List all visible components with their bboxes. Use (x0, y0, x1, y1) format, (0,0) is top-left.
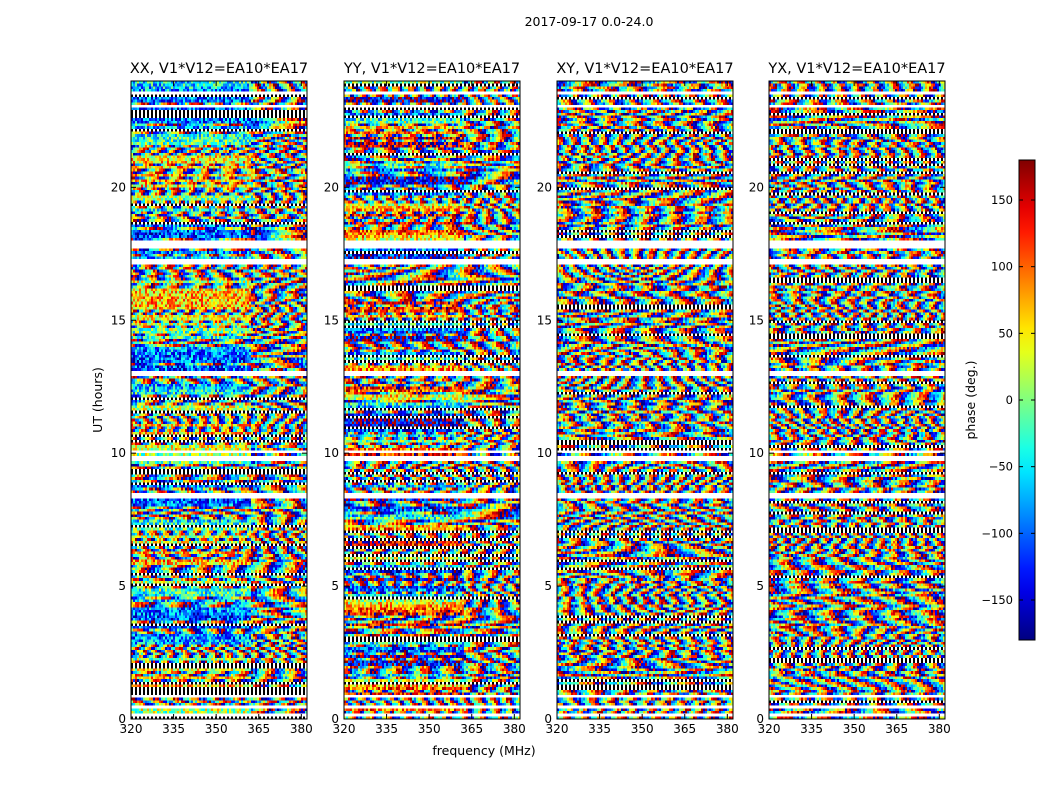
x-tick-label: 320 (758, 722, 781, 736)
y-tick-label: 0 (756, 712, 764, 726)
y-tick-label: 10 (324, 446, 339, 460)
panel-xy: XY, V1*V12=EA10*EA17 320 335 350 365 380 0 5 10 1… (537, 61, 739, 736)
y-tick-label: 15 (749, 313, 764, 327)
x-tick-label: 320 (120, 722, 143, 736)
panel-title: YX, V1*V12=EA10*EA17 (767, 61, 945, 77)
phase-heatmap-xx (131, 81, 307, 719)
y-tick-label: 15 (111, 313, 126, 327)
y-tick-label: 0 (544, 712, 552, 726)
phase-heatmap-yy (344, 81, 520, 719)
panel-frame (343, 80, 521, 720)
y-tick-label: 0 (331, 712, 339, 726)
x-tick-label: 320 (333, 722, 356, 736)
panels-group: XX, V1*V12=EA10*EA17 320 335 350 365 380 0 5 10 1… (111, 61, 951, 736)
panel-yx: YX, V1*V12=EA10*EA17 320 335 350 365 380 0 5 10 1… (749, 61, 951, 736)
colorbar-tick-label: −100 (981, 526, 1013, 540)
panel-frame (130, 80, 308, 720)
x-axis-label: frequency (MHz) (432, 743, 535, 758)
y-tick-label: 20 (749, 180, 764, 194)
y-tick-label: 10 (537, 446, 552, 460)
y-tick-label: 5 (331, 579, 339, 593)
y-tick-label: 15 (324, 313, 339, 327)
colorbar-tick-label: 50 (998, 326, 1013, 340)
y-tick-label: 5 (544, 579, 552, 593)
y-tick-label: 20 (111, 180, 126, 194)
x-tick-label: 380 (716, 722, 739, 736)
colorbar-tick-label: −150 (981, 593, 1013, 607)
x-tick-label: 380 (290, 722, 313, 736)
panel-yy: YY, V1*V12=EA10*EA17 320 335 350 365 380 0 5 10 1… (324, 61, 526, 736)
x-tick-label: 350 (843, 722, 866, 736)
y-tick-label: 10 (749, 446, 764, 460)
x-tick-label: 335 (588, 722, 611, 736)
colorbar: −150 −100 −50 0 50 100 150 phase (deg.) (963, 159, 1036, 641)
x-tick-label: 365 (673, 722, 696, 736)
x-tick-label: 335 (375, 722, 398, 736)
x-tick-label: 365 (885, 722, 908, 736)
panel-xx: XX, V1*V12=EA10*EA17 320 335 350 365 380 0 5 10 1… (111, 61, 313, 736)
x-tick-label: 350 (205, 722, 228, 736)
panel-frame (556, 80, 734, 720)
x-tick-label: 335 (162, 722, 185, 736)
figure-title: 2017-09-17 0.0-24.0 (525, 14, 654, 29)
y-tick-label: 0 (118, 712, 126, 726)
colorbar-label: phase (deg.) (963, 361, 978, 440)
x-tick-label: 350 (418, 722, 441, 736)
x-tick-label: 380 (928, 722, 951, 736)
panel-title: YY, V1*V12=EA10*EA17 (343, 61, 520, 77)
y-tick-label: 5 (118, 579, 126, 593)
x-tick-label: 320 (546, 722, 569, 736)
phase-heatmap-yx (769, 81, 945, 719)
colorbar-tick-label: 150 (991, 193, 1013, 207)
x-tick-label: 365 (460, 722, 483, 736)
panel-title: XY, V1*V12=EA10*EA17 (556, 61, 733, 77)
colorbar-tick-label: 0 (1006, 393, 1013, 407)
panel-frame (768, 80, 946, 720)
y-tick-label: 15 (537, 313, 552, 327)
y-axis-label: UT (hours) (90, 367, 105, 433)
phase-heatmap-xy (557, 81, 733, 719)
x-tick-label: 350 (631, 722, 654, 736)
colorbar-tick-label: 100 (991, 260, 1013, 274)
x-tick-label: 365 (247, 722, 270, 736)
colorbar-tick-label: −50 (989, 460, 1013, 474)
panel-title: XX, V1*V12=EA10*EA17 (130, 61, 308, 77)
y-tick-label: 10 (111, 446, 126, 460)
y-tick-label: 5 (756, 579, 764, 593)
x-tick-label: 335 (800, 722, 823, 736)
y-tick-label: 20 (537, 180, 552, 194)
y-tick-label: 20 (324, 180, 339, 194)
x-tick-label: 380 (503, 722, 526, 736)
